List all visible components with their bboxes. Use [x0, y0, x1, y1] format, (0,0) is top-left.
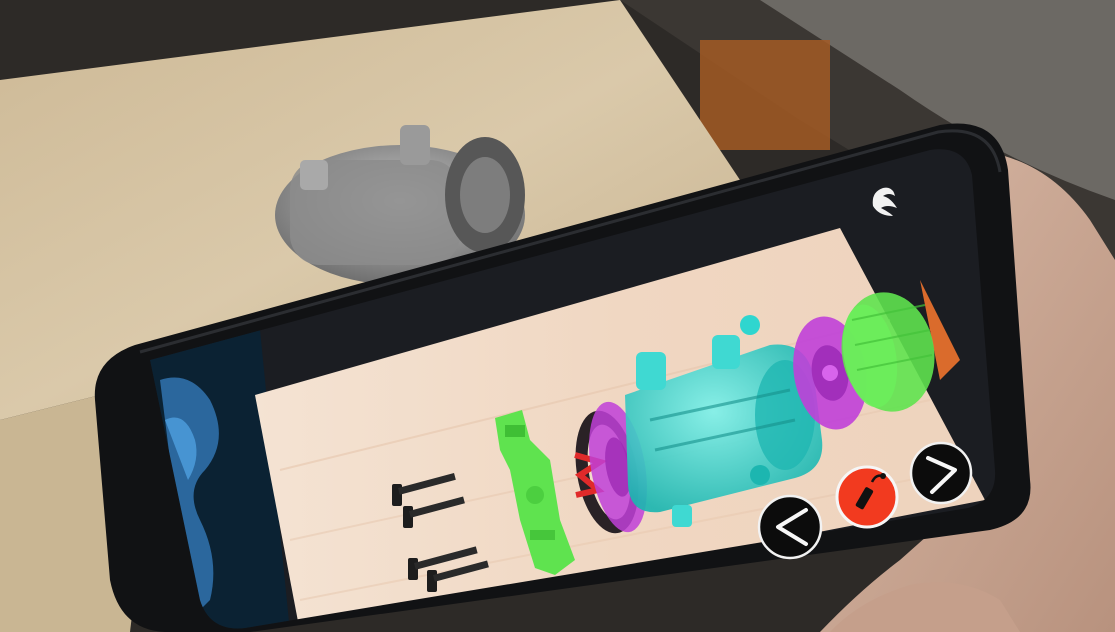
explode-button[interactable] [835, 465, 899, 529]
green-pulley-part [841, 292, 935, 412]
chevron-left-icon [776, 508, 808, 546]
swan-logo-icon [872, 187, 897, 216]
curtain-light [760, 0, 1115, 200]
chevron-right-icon [926, 456, 957, 494]
bolt [427, 560, 489, 592]
hand [820, 150, 1115, 632]
next-button[interactable] [909, 441, 973, 505]
thumb [830, 582, 1020, 632]
bolt [408, 546, 478, 580]
previous-button[interactable] [757, 494, 823, 560]
bolt [392, 472, 456, 506]
orange-shelf [700, 40, 830, 150]
green-bracket-part [495, 410, 575, 575]
phone-bezel-highlight [139, 129, 1002, 354]
real-compressor [275, 125, 525, 285]
dynamite-icon [855, 473, 886, 510]
bolt [403, 496, 465, 528]
